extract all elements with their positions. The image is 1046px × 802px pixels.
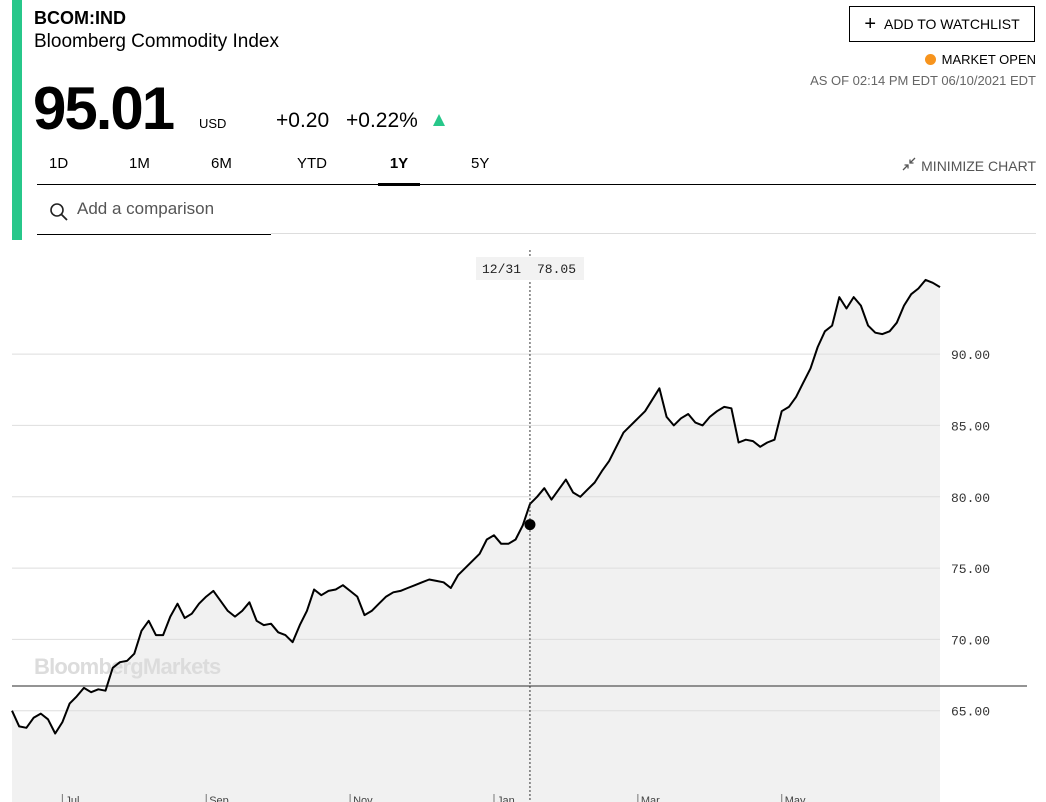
tab-5y[interactable]: 5Y — [471, 155, 489, 183]
x-tick-label: Nov — [353, 795, 373, 802]
search-input[interactable] — [77, 198, 267, 220]
tab-label: 1Y — [389, 155, 409, 172]
y-tick-label: 90.00 — [951, 348, 990, 363]
tooltip-box — [476, 257, 584, 280]
y-tick-label: 75.00 — [951, 562, 990, 577]
tab-label: 1M — [129, 155, 150, 172]
divider — [271, 233, 1036, 234]
tab-1d[interactable]: 1D — [49, 155, 68, 183]
x-tick-label: Mar — [641, 795, 660, 802]
market-status-label: MARKET OPEN — [941, 52, 1036, 67]
ticker-symbol: BCOM:IND — [34, 8, 126, 28]
x-axis-ticks: Jul Sep Nov Jan Mar May — [61, 794, 806, 802]
highlight-point — [524, 519, 536, 531]
market-status: MARKET OPEN — [924, 52, 1036, 67]
as-of-timestamp: AS OF 02:14 PM EDT 06/10/2021 EDT — [810, 73, 1036, 88]
status-dot-icon — [924, 54, 936, 65]
area-fill — [12, 279, 940, 802]
y-tick-label: 80.00 — [951, 491, 990, 506]
tab-label: 5Y — [471, 155, 490, 172]
tooltip-date: 12/31 — [482, 262, 521, 277]
tab-label: 1D — [49, 155, 69, 172]
watermark: BloombergMarkets — [34, 654, 221, 679]
current-price: 95.01 — [33, 75, 175, 142]
x-tick-label: Jan — [497, 795, 515, 802]
y-tick-label: 65.00 — [951, 705, 990, 720]
watchlist-label: ADD TO WATCHLIST — [884, 16, 1020, 32]
y-axis-ticks: 65.00 70.00 75.00 80.00 85.00 90.00 — [951, 348, 990, 720]
y-tick-label: 85.00 — [951, 419, 990, 434]
timeframe-tabs: 1D 1M 6M YTD 1Y 5Y MINIMIZE CHART — [37, 150, 1036, 186]
x-tick-label: May — [785, 795, 806, 802]
y-tick-label: 70.00 — [951, 633, 990, 648]
plus-icon: + — [864, 13, 877, 35]
up-arrow-icon — [433, 114, 445, 126]
tab-6m[interactable]: 6M — [211, 155, 232, 183]
index-name: Bloomberg Commodity Index — [34, 31, 279, 52]
comparison-search — [37, 190, 271, 235]
price-change-percent: +0.22% — [346, 109, 418, 132]
minimize-icon — [901, 156, 917, 175]
x-tick-label: Jul — [65, 795, 79, 802]
price-line — [11, 278, 941, 735]
tooltip-value: 78.05 — [537, 262, 576, 277]
tab-1y[interactable]: 1Y — [378, 155, 420, 186]
currency-label: USD — [199, 116, 227, 131]
minimize-label: MINIMIZE CHART — [921, 157, 1036, 174]
add-to-watchlist-button[interactable]: + ADD TO WATCHLIST — [849, 6, 1035, 42]
tab-label: YTD — [297, 155, 327, 172]
grid-lines — [12, 353, 940, 712]
tab-ytd[interactable]: YTD — [297, 155, 327, 183]
tab-1m[interactable]: 1M — [129, 155, 150, 183]
price-change: +0.20 — [276, 109, 330, 132]
minimize-chart-button[interactable]: MINIMIZE CHART — [901, 156, 1036, 175]
search-icon — [50, 203, 68, 221]
tab-label: 6M — [211, 155, 232, 172]
price-chart[interactable]: 65.00 70.00 75.00 80.00 85.00 90.00 Bloomberg… — [0, 240, 1046, 802]
x-tick-label: Sep — [209, 795, 229, 802]
